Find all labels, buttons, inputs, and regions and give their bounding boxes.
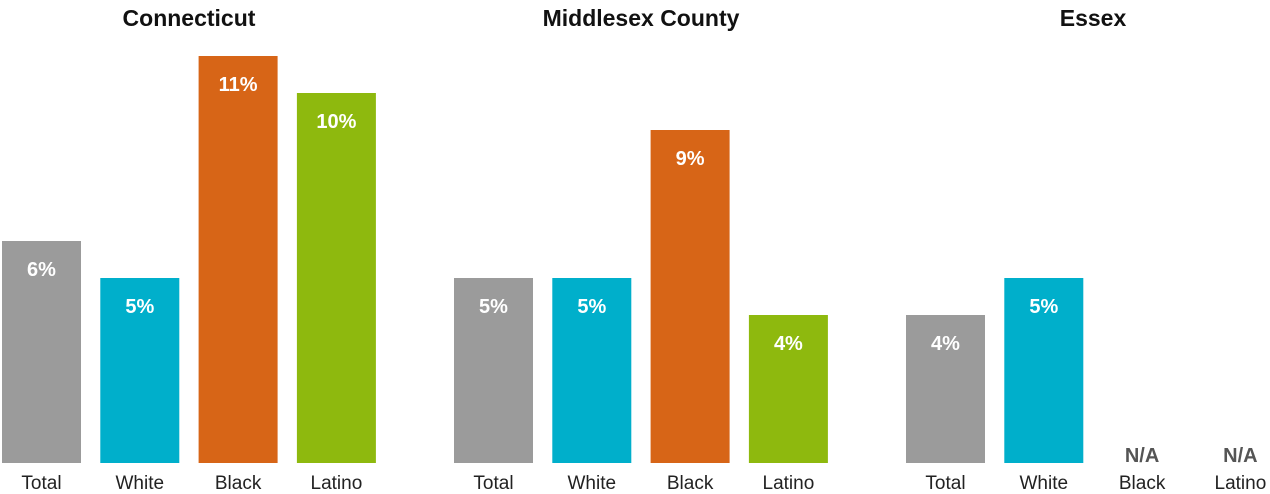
category-label: Latino: [763, 473, 815, 494]
value-label: 5%: [1029, 296, 1058, 318]
bar-black: [198, 56, 278, 463]
panel-2: Essex 4% Total 5% White N/A Black N/A Latino: [906, 5, 1266, 494]
bar-total: [906, 315, 985, 463]
value-label: 5%: [577, 296, 606, 318]
bar-latino: [748, 315, 828, 463]
bar-total: [454, 278, 533, 463]
category-label: White: [568, 473, 617, 494]
bar-white: [1004, 278, 1084, 463]
value-label: 4%: [931, 333, 960, 355]
value-label: 6%: [27, 259, 56, 281]
category-label: White: [1020, 473, 1069, 494]
bar-white: [552, 278, 632, 463]
bar-total: [2, 241, 81, 463]
panel-title: Connecticut: [123, 5, 256, 31]
value-label: 9%: [676, 148, 705, 170]
value-label: 11%: [219, 74, 258, 96]
value-label: 5%: [479, 296, 508, 318]
bar-white: [100, 278, 180, 463]
panel-1: Middlesex County 5% Total 5% White 9% Black 4% L…: [454, 5, 828, 494]
value-label: 10%: [316, 111, 356, 133]
bar-black: [650, 130, 730, 463]
category-label: Total: [473, 473, 513, 494]
category-label: Black: [215, 473, 262, 494]
category-label: Black: [667, 473, 714, 494]
category-label: Total: [21, 473, 61, 494]
category-label: Total: [925, 473, 965, 494]
category-label: Latino: [1215, 473, 1267, 494]
bar-latino: [296, 93, 376, 463]
category-label: Latino: [311, 473, 363, 494]
category-label: White: [116, 473, 165, 494]
panel-0: Connecticut 6% Total 5% White 11% Black 10% Lati…: [2, 5, 376, 494]
panel-title: Essex: [1060, 5, 1127, 31]
value-label: 5%: [125, 296, 154, 318]
na-label: N/A: [1125, 445, 1159, 467]
category-label: Black: [1119, 473, 1166, 494]
panel-title: Middlesex County: [543, 5, 740, 31]
value-label: 4%: [774, 333, 803, 355]
na-label: N/A: [1223, 445, 1257, 467]
